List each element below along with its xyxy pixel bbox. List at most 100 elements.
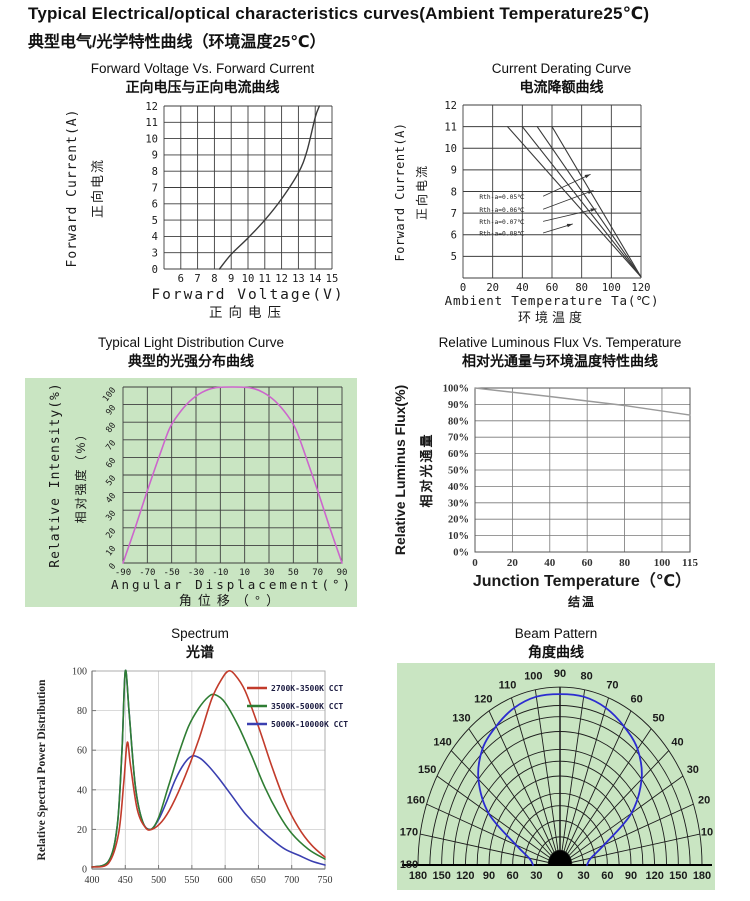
svg-text:6: 6 bbox=[178, 273, 184, 285]
svg-text:正向电流: 正向电流 bbox=[414, 164, 429, 220]
svg-text:115: 115 bbox=[682, 557, 698, 569]
svg-text:6: 6 bbox=[451, 230, 457, 242]
spectrum-chart: 400 450 500 550 600 650 700 750 0 20 40 60 80 100 Rela… bbox=[36, 667, 348, 887]
svg-text:100: 100 bbox=[72, 667, 87, 678]
chart-title-en: Forward Voltage Vs. Forward Current bbox=[90, 61, 315, 76]
svg-text:70: 70 bbox=[312, 568, 323, 578]
panel-light-distribution: Typical Light Distribution Curve 典型的光强分布… bbox=[25, 334, 357, 610]
svg-text:80: 80 bbox=[619, 557, 631, 569]
svg-text:70%: 70% bbox=[448, 433, 469, 444]
svg-text:110: 110 bbox=[499, 679, 517, 691]
svg-text:7: 7 bbox=[451, 208, 457, 220]
svg-text:500: 500 bbox=[151, 875, 166, 886]
svg-text:80: 80 bbox=[104, 421, 118, 435]
svg-text:40: 40 bbox=[104, 491, 118, 505]
chart-title-zh: 相对光通量与环境温度特性曲线 bbox=[462, 353, 658, 369]
svg-text:10: 10 bbox=[701, 827, 713, 839]
page-title-en: Typical Electrical/optical characteristi… bbox=[28, 4, 650, 23]
svg-text:20: 20 bbox=[104, 526, 118, 540]
svg-text:相对强度（%）: 相对强度（%） bbox=[73, 427, 88, 524]
svg-text:12: 12 bbox=[145, 101, 158, 113]
svg-text:10%: 10% bbox=[448, 531, 469, 542]
svg-text:40: 40 bbox=[544, 557, 556, 569]
current-derating-chart: 0 20 40 60 80 100 120 5 6 7 8 9 10 11 12 Rth-a=0.05℃ Rth… bbox=[393, 100, 659, 325]
svg-text:550: 550 bbox=[184, 875, 199, 886]
svg-text:5: 5 bbox=[152, 215, 158, 227]
svg-text:20: 20 bbox=[486, 282, 499, 294]
svg-text:160: 160 bbox=[407, 794, 425, 806]
svg-text:140: 140 bbox=[433, 736, 451, 748]
svg-text:80: 80 bbox=[77, 706, 87, 717]
svg-text:20: 20 bbox=[507, 557, 519, 569]
svg-text:30: 30 bbox=[264, 568, 275, 578]
svg-text:-30: -30 bbox=[188, 568, 204, 578]
svg-text:9: 9 bbox=[152, 150, 158, 162]
svg-text:8: 8 bbox=[211, 273, 217, 285]
svg-text:0: 0 bbox=[107, 562, 118, 572]
svg-text:100: 100 bbox=[524, 671, 542, 683]
svg-text:60: 60 bbox=[507, 870, 519, 882]
svg-text:40%: 40% bbox=[448, 482, 469, 493]
svg-text:90: 90 bbox=[483, 870, 495, 882]
svg-text:700: 700 bbox=[284, 875, 299, 886]
chart-title-en: Current Derating Curve bbox=[491, 61, 632, 76]
chart-title-zh: 光谱 bbox=[186, 644, 214, 660]
panel-flux-temperature: Relative Luminous Flux Vs. Temperature 相… bbox=[375, 334, 745, 618]
svg-text:120: 120 bbox=[474, 694, 492, 706]
svg-text:10: 10 bbox=[104, 544, 118, 558]
svg-text:50: 50 bbox=[288, 568, 299, 578]
svg-text:正向电流: 正向电流 bbox=[90, 158, 105, 218]
svg-text:Junction Temperature（℃）: Junction Temperature（℃） bbox=[473, 572, 691, 590]
svg-text:Rth-a=0.08℃: Rth-a=0.08℃ bbox=[479, 231, 524, 238]
svg-text:0: 0 bbox=[472, 557, 478, 569]
svg-text:-70: -70 bbox=[139, 568, 155, 578]
page-header: Typical Electrical/optical characteristi… bbox=[28, 4, 738, 52]
svg-text:80%: 80% bbox=[448, 416, 469, 427]
svg-text:8: 8 bbox=[152, 166, 158, 178]
svg-text:100: 100 bbox=[654, 557, 671, 569]
svg-text:90: 90 bbox=[337, 568, 348, 578]
svg-text:60: 60 bbox=[77, 746, 87, 757]
svg-text:12: 12 bbox=[444, 100, 457, 112]
svg-text:0: 0 bbox=[152, 264, 158, 276]
svg-text:30: 30 bbox=[578, 870, 590, 882]
chart-title-en: Spectrum bbox=[171, 626, 229, 641]
svg-text:450: 450 bbox=[118, 875, 133, 886]
chart-title-en: Relative Luminous Flux Vs. Temperature bbox=[438, 335, 682, 350]
svg-text:150: 150 bbox=[669, 870, 687, 882]
svg-text:正向电压: 正向电压 bbox=[209, 305, 287, 320]
svg-text:环境温度: 环境温度 bbox=[518, 310, 586, 325]
flux-temperature-chart: 0 20 40 60 80 100 115 0% 10% 20% 30% 40% 50% 60% 70% 80… bbox=[392, 384, 698, 610]
svg-text:11: 11 bbox=[444, 121, 457, 133]
svg-text:10: 10 bbox=[444, 143, 457, 155]
svg-text:0: 0 bbox=[460, 282, 466, 294]
svg-text:650: 650 bbox=[251, 875, 266, 886]
svg-text:90%: 90% bbox=[448, 400, 469, 411]
svg-text:Forward Voltage(V): Forward Voltage(V) bbox=[151, 287, 344, 303]
svg-text:结温: 结温 bbox=[568, 594, 596, 609]
svg-text:14: 14 bbox=[309, 273, 322, 285]
chart-title-zh: 典型的光强分布曲线 bbox=[128, 353, 254, 369]
svg-text:Relative Spectral Power Distri: Relative Spectral Power Distribution bbox=[36, 679, 48, 860]
svg-text:Rth-a=0.07℃: Rth-a=0.07℃ bbox=[479, 219, 524, 226]
svg-text:400: 400 bbox=[85, 875, 100, 886]
svg-text:12: 12 bbox=[275, 273, 288, 285]
svg-text:80: 80 bbox=[575, 282, 588, 294]
svg-text:70: 70 bbox=[104, 438, 118, 452]
chart-title-zh: 角度曲线 bbox=[528, 644, 584, 660]
svg-text:90: 90 bbox=[625, 870, 637, 882]
svg-text:10: 10 bbox=[242, 273, 255, 285]
svg-text:50%: 50% bbox=[448, 466, 469, 477]
svg-text:180: 180 bbox=[693, 870, 711, 882]
svg-text:5: 5 bbox=[451, 251, 457, 263]
svg-text:4: 4 bbox=[152, 231, 158, 243]
panel-forward-voltage-current: Forward Voltage Vs. Forward Current 正向电压… bbox=[30, 60, 375, 330]
svg-text:0: 0 bbox=[557, 870, 563, 882]
svg-text:30: 30 bbox=[687, 764, 699, 776]
svg-text:7: 7 bbox=[152, 182, 158, 194]
light-distribution-chart: -90 -70 -50 -30 -10 10 30 50 70 90 0 10 20 30 40 50 60 70… bbox=[25, 378, 357, 608]
svg-text:60: 60 bbox=[104, 456, 118, 470]
svg-text:20%: 20% bbox=[448, 515, 469, 526]
svg-text:Forward Current(A): Forward Current(A) bbox=[65, 109, 80, 268]
